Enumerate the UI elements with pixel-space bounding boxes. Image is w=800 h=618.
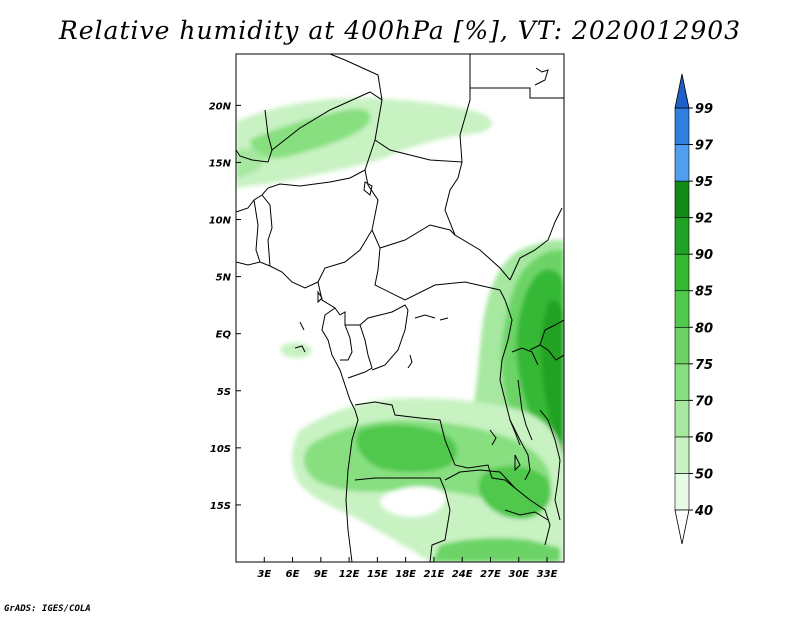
map-frame: [235, 53, 565, 563]
humidity-shading: [236, 97, 564, 562]
x-tick-label: 24E: [452, 569, 473, 580]
colorbar-segment: [674, 473, 690, 511]
colorbar-segment: [674, 180, 690, 218]
y-tick-label: 10N: [209, 216, 232, 227]
colorbar-segment: [674, 107, 690, 145]
x-axis-ticks: 3E 6E 9E 12E 15E 18E 21E 24E 27E 30E 33E: [257, 557, 558, 580]
x-tick-label: 30E: [508, 569, 529, 580]
y-tick-label: 10S: [210, 444, 231, 455]
humidity-area-north-band: [236, 97, 492, 188]
colorbar-label: 60: [695, 431, 713, 446]
colorbar-label: 92: [695, 212, 713, 227]
colorbar-segment: [674, 290, 690, 328]
humidity-area-north-west: [236, 148, 265, 178]
humidity-area-southeast-strip: [432, 537, 560, 562]
humidity-area-north-core: [250, 108, 371, 159]
colorbar-label: 95: [695, 175, 713, 190]
colorbar-segment: [674, 326, 690, 365]
x-tick-label: 18E: [395, 569, 416, 580]
colorbar: 40 50 60 70 75 80 85 90 92 95 97 99: [674, 73, 714, 545]
y-tick-label: 15S: [210, 501, 231, 512]
plot-title: Relative humidity at 400hPa [%], VT: 202…: [58, 16, 742, 45]
humidity-area-east-max: [541, 300, 564, 460]
colorbar-label: 50: [695, 467, 713, 482]
colorbar-label: 75: [695, 358, 713, 373]
x-tick-label: 6E: [286, 569, 300, 580]
colorbar-label: 97: [695, 139, 714, 154]
colorbar-segment: [674, 400, 690, 438]
humidity-area-coast-patch: [280, 342, 312, 358]
colorbar-segment: [674, 253, 690, 292]
colorbar-segment: [674, 217, 690, 255]
colorbar-lower-arrow: [674, 509, 690, 545]
y-tick-label: 5S: [217, 387, 231, 398]
x-tick-label: 12E: [339, 569, 360, 580]
colorbar-label: 99: [695, 102, 713, 117]
x-tick-label: 15E: [367, 569, 388, 580]
grads-credit: GrADS: IGES/COLA: [4, 604, 91, 614]
x-tick-label: 33E: [537, 569, 558, 580]
country-borders: [236, 54, 564, 562]
humidity-dry-pocket: [379, 486, 446, 517]
colorbar-label: 40: [694, 504, 713, 519]
y-tick-label: 20N: [209, 101, 232, 112]
colorbar-label: 70: [695, 394, 713, 409]
y-tick-label: 5N: [216, 273, 232, 284]
y-tick-label: EQ: [216, 330, 232, 341]
colorbar-label: 85: [695, 285, 713, 300]
colorbar-label: 80: [695, 321, 713, 336]
colorbar-upper-arrow: [674, 73, 690, 109]
x-tick-label: 27E: [480, 569, 501, 580]
colorbar-segment: [674, 363, 690, 401]
humidity-area-south-core: [356, 424, 458, 473]
x-tick-label: 21E: [424, 569, 445, 580]
x-tick-label: 3E: [257, 569, 271, 580]
y-tick-label: 15N: [209, 158, 232, 169]
y-axis-ticks: 20N 15N 10N 5N EQ 5S 10S 15S: [209, 101, 241, 512]
colorbar-label: 90: [695, 248, 713, 263]
colorbar-segment: [674, 436, 690, 474]
x-tick-label: 9E: [314, 569, 328, 580]
colorbar-segment: [674, 144, 690, 182]
